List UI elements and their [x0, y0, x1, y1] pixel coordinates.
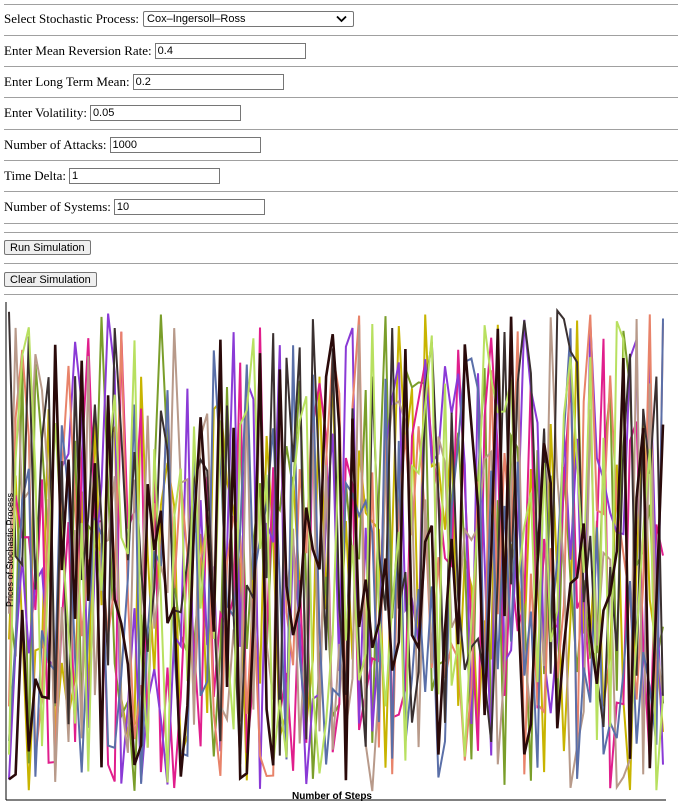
x-axis-label: Number of Steps	[292, 791, 372, 802]
divider	[4, 294, 678, 295]
time-delta-label: Time Delta:	[4, 168, 66, 183]
process-select-value: Cox–Ingersoll–Ross	[147, 13, 246, 25]
volatility-row: Enter Volatility:	[4, 103, 241, 123]
long-term-mean-input[interactable]	[132, 74, 284, 90]
attacks-label: Number of Attacks:	[4, 137, 107, 152]
chevron-down-icon	[336, 15, 347, 23]
divider	[4, 66, 678, 67]
divider	[4, 35, 678, 36]
attacks-input[interactable]	[109, 137, 261, 153]
process-row: Select Stochastic Process: Cox–Ingersoll…	[4, 9, 355, 29]
volatility-label: Enter Volatility:	[4, 105, 87, 120]
mean-reversion-label: Enter Mean Reversion Rate:	[4, 43, 152, 58]
series-line-10	[8, 316, 665, 781]
y-axis-label: Prices of Stochastic Process	[5, 492, 15, 607]
run-simulation-button[interactable]: Run Simulation	[4, 240, 91, 255]
divider	[4, 223, 678, 224]
divider	[4, 160, 678, 161]
systems-label: Number of Systems:	[4, 199, 111, 214]
divider	[4, 129, 678, 130]
long-term-mean-row: Enter Long Term Mean:	[4, 72, 284, 92]
mean-reversion-row: Enter Mean Reversion Rate:	[4, 41, 306, 61]
divider	[4, 232, 678, 233]
process-select[interactable]: Cox–Ingersoll–Ross	[143, 11, 355, 27]
time-delta-row: Time Delta:	[4, 166, 220, 186]
divider	[4, 263, 678, 264]
long-term-mean-label: Enter Long Term Mean:	[4, 74, 130, 89]
mean-reversion-input[interactable]	[154, 43, 306, 59]
attacks-row: Number of Attacks:	[4, 135, 261, 155]
process-label: Select Stochastic Process:	[4, 11, 140, 26]
time-delta-input[interactable]	[69, 168, 220, 184]
series-line-8	[8, 307, 664, 765]
systems-row: Number of Systems:	[4, 197, 265, 217]
divider	[4, 4, 678, 5]
simulation-chart: Number of Steps Prices of Stochastic Proc…	[5, 302, 666, 802]
systems-input[interactable]	[113, 199, 265, 215]
divider	[4, 191, 678, 192]
divider	[4, 97, 678, 98]
clear-simulation-button[interactable]: Clear Simulation	[4, 272, 97, 287]
volatility-input[interactable]	[89, 105, 241, 121]
series-line-6	[8, 317, 664, 792]
